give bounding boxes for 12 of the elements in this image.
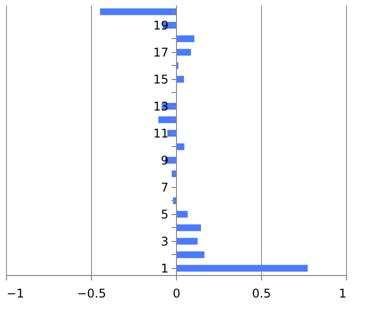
y-tick-label: 15 (153, 72, 168, 86)
y-tick-label: 5 (160, 207, 168, 222)
y-tick-label: 1 (160, 261, 168, 276)
x-tick-label: 0.5 (252, 286, 272, 300)
y-tick-label: 3 (160, 234, 168, 248)
x-tick-label: 1 (338, 286, 346, 300)
x-tick-label: −1 (6, 286, 24, 300)
y-tick-label: 7 (160, 180, 168, 194)
x-tick-label: −0.5 (76, 286, 106, 300)
y-tick-label: 17 (153, 45, 168, 60)
y-tick-label: 11 (153, 126, 168, 140)
x-tick-label: 0 (172, 286, 180, 300)
